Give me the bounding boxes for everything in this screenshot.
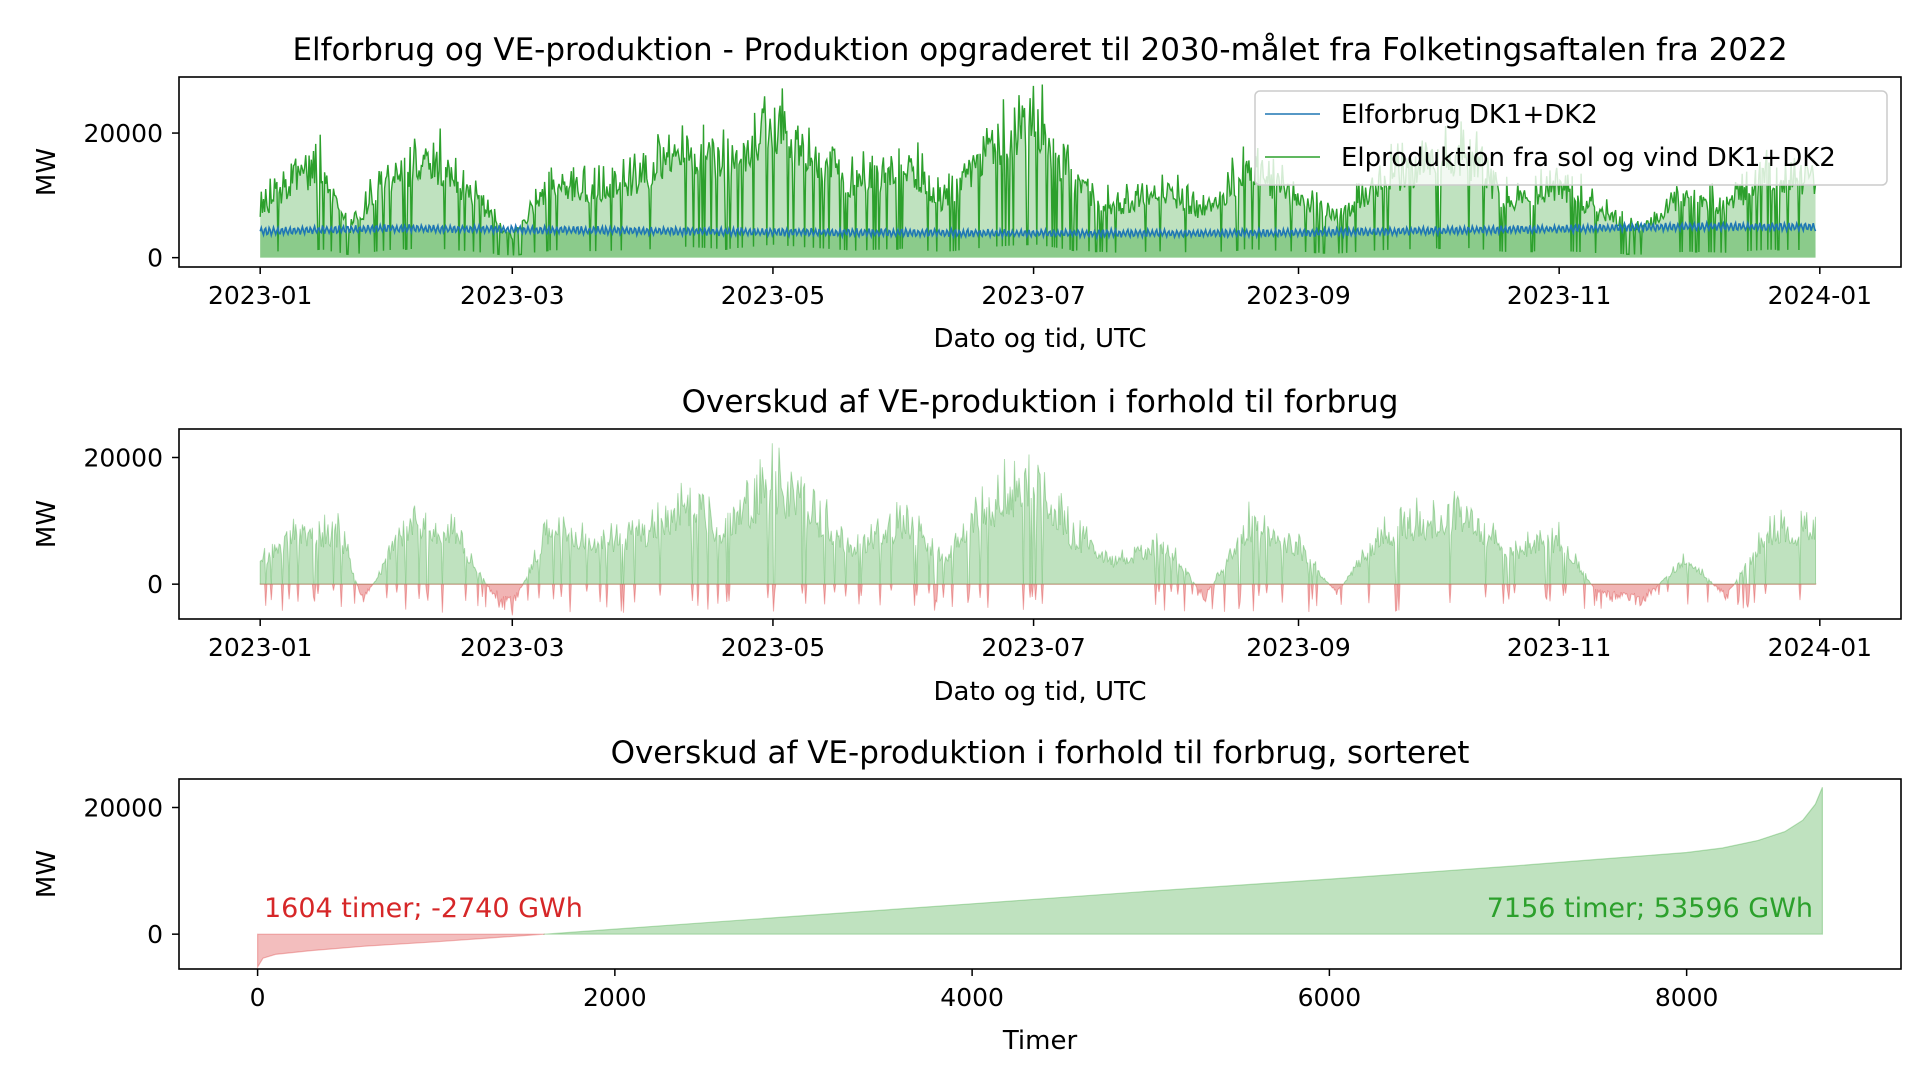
x-tick-label: 2023-11 [1507,281,1611,310]
panel-2-y-ticks: 0 20000 [83,444,179,599]
legend-label-consumption: Elforbrug DK1+DK2 [1341,100,1598,130]
y-tick-label: 0 [147,920,163,949]
surplus-negative-area [259,582,1817,616]
panel-3-title: Overskud af VE-produktion i forhold til … [611,735,1470,771]
panel-2-title: Overskud af VE-produktion i forhold til … [682,384,1399,420]
x-tick-label: 2023-07 [981,281,1085,310]
x-tick-label: 2023-09 [1246,633,1350,662]
panel-2-axes-frame [178,428,1902,620]
legend-label-production: Elproduktion fra sol og vind DK1+DK2 [1341,143,1836,173]
x-tick-label: 0 [250,983,266,1012]
panel-3-plot [256,786,1823,970]
panel-1-title: Elforbrug og VE-produktion - Produktion … [292,32,1787,68]
x-tick-label: 4000 [940,983,1004,1012]
legend-box [1254,90,1888,186]
x-tick-label: 2023-01 [208,633,312,662]
sorted-deficit-area [256,933,546,970]
y-tick-label: 0 [147,570,163,599]
panel-3-x-label: Timer [1002,1026,1078,1056]
x-tick-label: 2023-09 [1246,281,1350,310]
y-tick-label: 20000 [83,444,163,473]
panel-1-y-ticks: 0 20000 [83,119,179,273]
panel-2-y-label: MW [32,500,62,548]
panel-3-axes-frame [178,778,1902,970]
panel-3-y-ticks: 0 20000 [83,794,179,949]
panel-1-x-ticks: 2023-01 2023-03 2023-05 2023-07 2023-09 2023-… [208,267,1872,310]
panel-surplus: Overskud af VE-produktion i forhold til … [32,384,1902,707]
y-tick-label: 20000 [83,794,163,823]
panel-consumption-production: Elforbrug og VE-produktion - Produktion … [32,32,1902,354]
y-tick-label: 0 [147,244,163,273]
x-tick-label: 2024-01 [1768,633,1872,662]
legend: Elforbrug DK1+DK2 Elproduktion fra sol o… [1254,90,1888,186]
x-tick-label: 6000 [1298,983,1362,1012]
annotation-deficit: 1604 timer; -2740 GWh [264,893,583,924]
x-tick-label: 2000 [583,983,647,1012]
x-tick-label: 2023-03 [460,633,564,662]
panel-3-y-label: MW [32,850,62,898]
panel-surplus-sorted: Overskud af VE-produktion i forhold til … [32,735,1902,1056]
annotation-surplus: 7156 timer; 53596 GWh [1487,893,1813,924]
x-tick-label: 2023-01 [208,281,312,310]
x-tick-label: 2023-05 [721,281,825,310]
x-tick-label: 2023-11 [1507,633,1611,662]
sorted-surplus-area [542,786,1823,935]
panel-3-x-ticks: 0 2000 4000 6000 8000 [250,969,1719,1012]
panel-1-axes-frame [178,76,1902,268]
panel-1-x-label: Dato og tid, UTC [934,324,1147,354]
surplus-positive-area [259,443,1817,586]
panel-1-y-label: MW [32,148,62,196]
y-tick-label: 20000 [83,119,163,148]
panel-2-x-label: Dato og tid, UTC [934,677,1147,707]
x-tick-label: 2024-01 [1768,281,1872,310]
x-tick-label: 8000 [1655,983,1719,1012]
x-tick-label: 2023-07 [981,633,1085,662]
x-tick-label: 2023-05 [721,633,825,662]
panel-2-plot [259,443,1817,616]
x-tick-label: 2023-03 [460,281,564,310]
panel-2-x-ticks: 2023-01 2023-03 2023-05 2023-07 2023-09 2023-… [208,619,1872,662]
series-consumption-line [259,219,1817,241]
